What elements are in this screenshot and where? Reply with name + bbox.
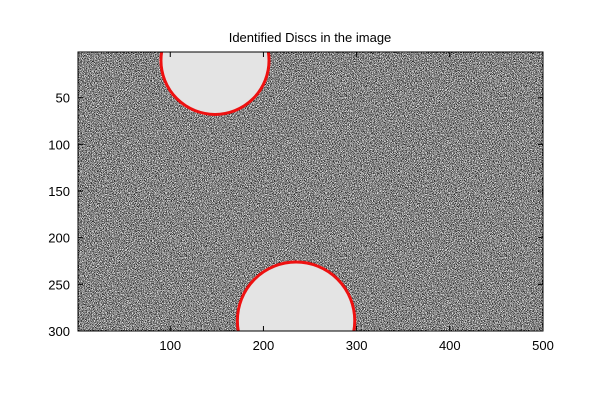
chart-title: Identified Discs in the image — [229, 30, 392, 45]
y-tick-label: 250 — [48, 277, 70, 292]
tick-layer: 100 200 300 400 500 50 100 150 200 250 300 — [48, 52, 554, 353]
y-tick-label: 200 — [48, 231, 70, 246]
plot-area — [78, 52, 543, 331]
y-tick-label: 150 — [48, 184, 70, 199]
y-tick-label: 100 — [48, 137, 70, 152]
y-tick-label: 50 — [56, 91, 70, 106]
x-tick-label: 500 — [532, 338, 554, 353]
y-tick-label: 300 — [48, 324, 70, 339]
x-tick-label: 100 — [159, 338, 181, 353]
identified-disc-2 — [235, 260, 357, 331]
x-tick-label: 200 — [253, 338, 275, 353]
identified-disc-1 — [159, 52, 271, 116]
disc-layer — [159, 52, 357, 331]
x-tick-label: 400 — [439, 338, 461, 353]
x-tick-label: 300 — [346, 338, 368, 353]
